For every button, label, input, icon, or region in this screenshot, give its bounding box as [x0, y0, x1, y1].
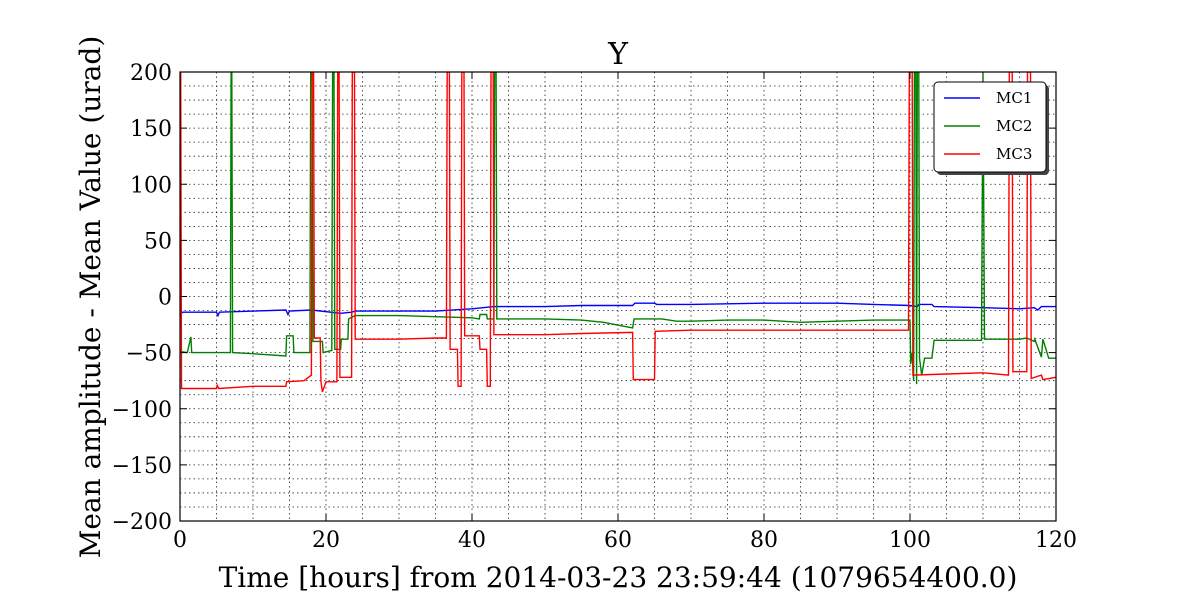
x-tick-label: 120	[1035, 528, 1077, 553]
y-tick-label: −200	[112, 510, 172, 535]
legend-label-mc2: MC2	[996, 117, 1032, 135]
chart-title: Y	[607, 37, 629, 72]
grid	[180, 72, 1056, 521]
series-line-mc3	[180, 72, 1056, 393]
y-tick-label: −50	[126, 342, 172, 367]
legend-box	[933, 81, 1047, 173]
series-line-mc2	[180, 72, 1056, 385]
y-tick-label: −100	[112, 398, 172, 423]
y-axis-label: Mean amplitude - Mean Value (urad)	[74, 36, 107, 559]
x-tick-label: 40	[458, 528, 486, 553]
x-tick-label: 100	[889, 528, 931, 553]
x-tick-label: 0	[173, 528, 187, 553]
x-tick-label: 80	[750, 528, 778, 553]
x-tick-label: 20	[312, 528, 340, 553]
y-tick-label: 200	[130, 61, 172, 86]
series-layer	[180, 72, 1056, 393]
legend-label-mc3: MC3	[996, 145, 1032, 163]
y-tick-label: 100	[130, 173, 172, 198]
series-line-mc1	[180, 302, 1056, 318]
x-axis-label: Time [hours] from 2014-03-23 23:59:44 (1…	[219, 561, 1018, 594]
y-tick-label: 150	[130, 117, 172, 142]
y-tick-label: 0	[158, 286, 172, 311]
y-tick-label: −150	[112, 454, 172, 479]
ticks: 0 20 40 60 80 100 120 −200 −150 −100 −50 0 50 100 150 2…	[112, 61, 1077, 553]
legend: MC1 MC2 MC3	[933, 81, 1049, 175]
y-tick-label: 50	[144, 229, 172, 254]
x-tick-label: 60	[604, 528, 632, 553]
legend-label-mc1: MC1	[996, 89, 1032, 107]
